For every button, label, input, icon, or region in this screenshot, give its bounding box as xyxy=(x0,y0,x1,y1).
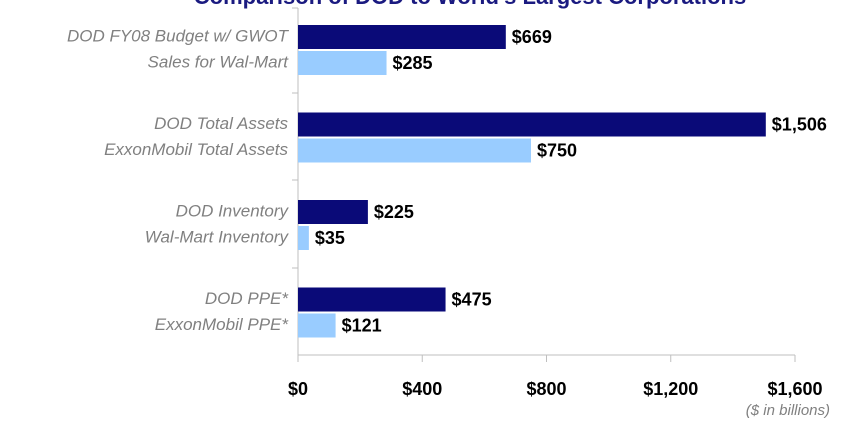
category-label: ExxonMobil Total Assets xyxy=(104,140,288,159)
value-label: $35 xyxy=(315,228,345,248)
bar xyxy=(298,200,368,224)
category-label: DOD Inventory xyxy=(176,201,290,220)
x-axis-label: ($ in billions) xyxy=(746,402,830,419)
category-label: DOD FY08 Budget w/ GWOT xyxy=(67,26,290,45)
bar xyxy=(298,313,336,338)
category-label: DOD PPE* xyxy=(205,289,290,308)
category-label: Wal-Mart Inventory xyxy=(145,227,290,246)
x-tick-label: $1,600 xyxy=(767,379,822,399)
x-tick-label: $800 xyxy=(526,379,566,399)
value-label: $121 xyxy=(342,315,382,335)
value-label: $1,506 xyxy=(772,114,827,134)
value-label: $475 xyxy=(452,289,492,309)
value-label: $285 xyxy=(393,53,433,73)
category-label: DOD Total Assets xyxy=(154,114,288,133)
x-tick-label: $1,200 xyxy=(643,379,698,399)
x-tick-label: $0 xyxy=(288,379,308,399)
bar xyxy=(298,112,766,137)
bar xyxy=(298,138,531,163)
category-label: Sales for Wal-Mart xyxy=(148,52,290,71)
category-label: ExxonMobil PPE* xyxy=(155,315,290,334)
bar xyxy=(298,287,446,312)
chart-title: Comparison of DOD to World's Largest Cor… xyxy=(194,0,746,9)
value-label: $750 xyxy=(537,140,577,160)
value-label: $225 xyxy=(374,202,414,222)
bar xyxy=(298,25,506,49)
x-tick-label: $400 xyxy=(402,379,442,399)
bar xyxy=(298,226,309,250)
value-label: $669 xyxy=(512,27,552,47)
bar xyxy=(298,51,387,75)
